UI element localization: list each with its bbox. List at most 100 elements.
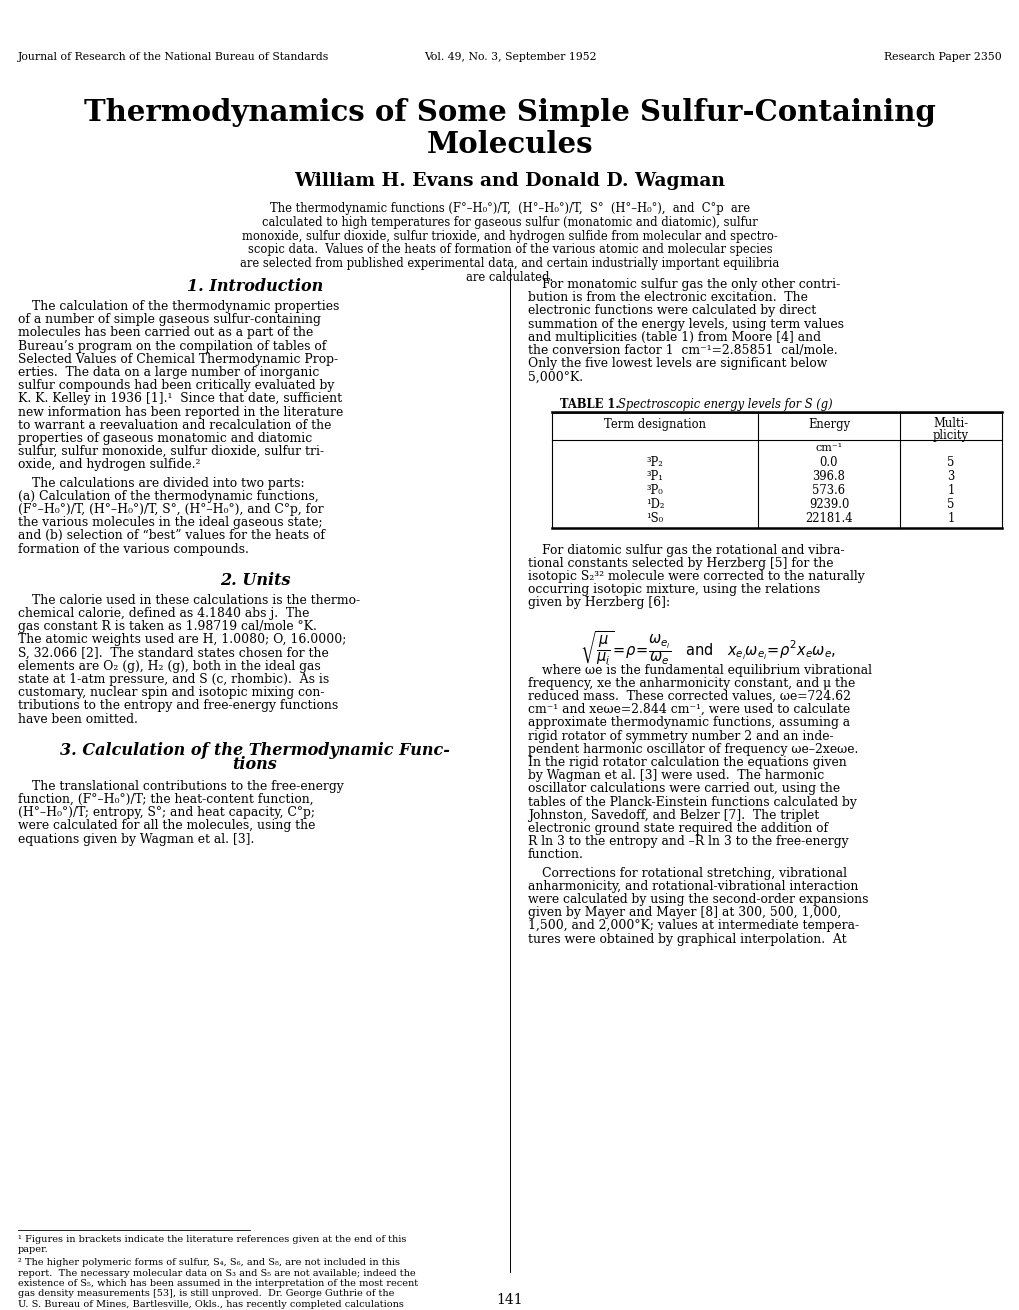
Text: function.: function. — [528, 849, 583, 862]
Text: bution is from the electronic excitation.  The: bution is from the electronic excitation… — [528, 291, 807, 304]
Text: Only the five lowest levels are significant below: Only the five lowest levels are signific… — [528, 358, 826, 371]
Text: occurring isotopic mixture, using the relations: occurring isotopic mixture, using the re… — [528, 583, 819, 596]
Text: William H. Evans and Donald D. Wagman: William H. Evans and Donald D. Wagman — [294, 172, 725, 190]
Text: cm⁻¹: cm⁻¹ — [814, 443, 842, 452]
Text: erties.  The data on a large number of inorganic: erties. The data on a large number of in… — [18, 365, 319, 379]
Text: plicity: plicity — [932, 428, 968, 441]
Text: tributions to the entropy and free-energy functions: tributions to the entropy and free-energ… — [18, 700, 338, 713]
Text: ¹S₀: ¹S₀ — [646, 512, 663, 524]
Text: Multi-: Multi- — [932, 417, 968, 430]
Text: function, (F°–H₀°)/T; the heat-content function,: function, (F°–H₀°)/T; the heat-content f… — [18, 793, 313, 806]
Text: and multiplicities (table 1) from Moore [4] and: and multiplicities (table 1) from Moore … — [528, 331, 820, 343]
Text: anharmonicity, and rotational-vibrational interaction: anharmonicity, and rotational-vibrationa… — [528, 880, 858, 893]
Text: monoxide, sulfur dioxide, sulfur trioxide, and hydrogen sulfide from molecular a: monoxide, sulfur dioxide, sulfur trioxid… — [242, 229, 777, 242]
Text: report.  The necessary molecular data on S₃ and S₅ are not available; indeed the: report. The necessary molecular data on … — [18, 1268, 415, 1277]
Text: 1: 1 — [947, 512, 954, 524]
Text: 1. Introduction: 1. Introduction — [186, 278, 323, 295]
Text: cm⁻¹ and xeωe=2.844 cm⁻¹, were used to calculate: cm⁻¹ and xeωe=2.844 cm⁻¹, were used to c… — [528, 703, 849, 717]
Text: rigid rotator of symmetry number 2 and an inde-: rigid rotator of symmetry number 2 and a… — [528, 730, 833, 743]
Text: by Wagman et al. [3] were used.  The harmonic: by Wagman et al. [3] were used. The harm… — [528, 769, 823, 782]
Text: Spectroscopic energy levels for S (g): Spectroscopic energy levels for S (g) — [618, 398, 832, 410]
Text: The calorie used in these calculations is the thermo-: The calorie used in these calculations i… — [32, 593, 360, 607]
Text: the various molecules in the ideal gaseous state;: the various molecules in the ideal gaseo… — [18, 516, 322, 529]
Text: approximate thermodynamic functions, assuming a: approximate thermodynamic functions, ass… — [528, 717, 849, 730]
Text: where ωe is the fundamental equilibrium vibrational: where ωe is the fundamental equilibrium … — [541, 664, 871, 676]
Text: ¹D₂: ¹D₂ — [645, 498, 663, 511]
Text: oxide, and hydrogen sulfide.²: oxide, and hydrogen sulfide.² — [18, 458, 201, 472]
Text: gas density measurements [53], is still unproved.  Dr. George Guthrie of the: gas density measurements [53], is still … — [18, 1289, 394, 1298]
Text: electronic functions were calculated by direct: electronic functions were calculated by … — [528, 304, 815, 317]
Text: paper.: paper. — [18, 1246, 49, 1255]
Text: of a number of simple gaseous sulfur-containing: of a number of simple gaseous sulfur-con… — [18, 313, 321, 326]
Text: ¹ Figures in brackets indicate the literature references given at the end of thi: ¹ Figures in brackets indicate the liter… — [18, 1235, 406, 1244]
Text: properties of gaseous monatomic and diatomic: properties of gaseous monatomic and diat… — [18, 432, 312, 445]
Text: the conversion factor 1  cm⁻¹=2.85851  cal/mole.: the conversion factor 1 cm⁻¹=2.85851 cal… — [528, 345, 837, 358]
Text: tables of the Planck-Einstein functions calculated by: tables of the Planck-Einstein functions … — [528, 795, 856, 808]
Text: Vol. 49, No. 3, September 1952: Vol. 49, No. 3, September 1952 — [423, 52, 596, 62]
Text: tures were obtained by graphical interpolation.  At: tures were obtained by graphical interpo… — [528, 933, 846, 946]
Text: The translational contributions to the free-energy: The translational contributions to the f… — [32, 779, 343, 793]
Text: 5,000°K.: 5,000°K. — [528, 371, 583, 384]
Text: In the rigid rotator calculation the equations given: In the rigid rotator calculation the equ… — [528, 756, 846, 769]
Text: (H°–H₀°)/T; entropy, S°; and heat capacity, C°p;: (H°–H₀°)/T; entropy, S°; and heat capaci… — [18, 806, 315, 819]
Text: R ln 3 to the entropy and –R ln 3 to the free-energy: R ln 3 to the entropy and –R ln 3 to the… — [528, 836, 848, 848]
Text: calculated to high temperatures for gaseous sulfur (monatomic and diatomic), sul: calculated to high temperatures for gase… — [262, 216, 757, 229]
Text: For diatomic sulfur gas the rotational and vibra-: For diatomic sulfur gas the rotational a… — [541, 544, 844, 557]
Text: Energy: Energy — [807, 418, 849, 431]
Text: The atomic weights used are H, 1.0080; O, 16.0000;: The atomic weights used are H, 1.0080; O… — [18, 634, 346, 646]
Text: 1: 1 — [947, 483, 954, 496]
Text: 5: 5 — [947, 498, 954, 511]
Text: Journal of Research of the National Bureau of Standards: Journal of Research of the National Bure… — [18, 52, 329, 62]
Text: molecules has been carried out as a part of the: molecules has been carried out as a part… — [18, 326, 313, 339]
Text: (F°–H₀°)/T, (H°–H₀°)/T, S°, (H°–H₀°), and C°p, for: (F°–H₀°)/T, (H°–H₀°)/T, S°, (H°–H₀°), an… — [18, 503, 323, 516]
Text: 1,500, and 2,000°K; values at intermediate tempera-: 1,500, and 2,000°K; values at intermedia… — [528, 920, 858, 933]
Text: state at 1-atm pressure, and S (c, rhombic).  As is: state at 1-atm pressure, and S (c, rhomb… — [18, 673, 329, 686]
Text: Research Paper 2350: Research Paper 2350 — [883, 52, 1001, 62]
Text: 9239.0: 9239.0 — [808, 498, 849, 511]
Text: 141: 141 — [496, 1293, 523, 1307]
Text: K. K. Kelley in 1936 [1].¹  Since that date, sufficient: K. K. Kelley in 1936 [1].¹ Since that da… — [18, 393, 341, 405]
Text: For monatomic sulfur gas the only other contri-: For monatomic sulfur gas the only other … — [541, 278, 840, 291]
Text: given by Mayer and Mayer [8] at 300, 500, 1,000,: given by Mayer and Mayer [8] at 300, 500… — [528, 907, 841, 920]
Text: formation of the various compounds.: formation of the various compounds. — [18, 542, 249, 555]
Text: elements are O₂ (g), H₂ (g), both in the ideal gas: elements are O₂ (g), H₂ (g), both in the… — [18, 660, 320, 673]
Text: $\sqrt{\dfrac{\mu}{\mu_i}}\!=\!\rho\!=\!\dfrac{\omega_{e_i}}{\omega_e}$$\quad \m: $\sqrt{\dfrac{\mu}{\mu_i}}\!=\!\rho\!=\!… — [580, 630, 836, 667]
Text: 5: 5 — [947, 456, 954, 469]
Text: were calculated by using the second-order expansions: were calculated by using the second-orde… — [528, 893, 867, 907]
Text: Thermodynamics of Some Simple Sulfur-Containing: Thermodynamics of Some Simple Sulfur-Con… — [84, 98, 935, 127]
Text: chemical calorie, defined as 4.1840 abs j.  The: chemical calorie, defined as 4.1840 abs … — [18, 607, 309, 620]
Text: and (b) selection of “best” values for the heats of: and (b) selection of “best” values for t… — [18, 529, 325, 542]
Text: ³P₁: ³P₁ — [646, 469, 662, 482]
Text: given by Herzberg [6]:: given by Herzberg [6]: — [528, 596, 669, 609]
Text: TABLE 1.: TABLE 1. — [559, 398, 619, 410]
Text: (a) Calculation of the thermodynamic functions,: (a) Calculation of the thermodynamic fun… — [18, 490, 319, 503]
Text: new information has been reported in the literature: new information has been reported in the… — [18, 406, 343, 419]
Text: 0.0: 0.0 — [819, 456, 838, 469]
Text: gas constant R is taken as 1.98719 cal/mole °K.: gas constant R is taken as 1.98719 cal/m… — [18, 620, 317, 633]
Text: reduced mass.  These corrected values, ωe=724.62: reduced mass. These corrected values, ωe… — [528, 690, 850, 703]
Text: The calculation of the thermodynamic properties: The calculation of the thermodynamic pro… — [32, 300, 339, 313]
Text: Term designation: Term designation — [603, 418, 705, 431]
Text: 396.8: 396.8 — [812, 469, 845, 482]
Text: tional constants selected by Herzberg [5] for the: tional constants selected by Herzberg [5… — [528, 557, 833, 570]
Text: ³P₂: ³P₂ — [646, 456, 662, 469]
Text: were calculated for all the molecules, using the: were calculated for all the molecules, u… — [18, 819, 315, 832]
Text: isotopic S₂³² molecule were corrected to the naturally: isotopic S₂³² molecule were corrected to… — [528, 570, 864, 583]
Text: 573.6: 573.6 — [812, 483, 845, 496]
Text: Selected Values of Chemical Thermodynamic Prop-: Selected Values of Chemical Thermodynami… — [18, 352, 337, 365]
Text: ² The higher polymeric forms of sulfur, S₄, S₆, and S₈, are not included in this: ² The higher polymeric forms of sulfur, … — [18, 1258, 399, 1267]
Text: existence of S₅, which has been assumed in the interpretation of the most recent: existence of S₅, which has been assumed … — [18, 1279, 418, 1288]
Text: electronic ground state required the addition of: electronic ground state required the add… — [528, 821, 827, 834]
Text: summation of the energy levels, using term values: summation of the energy levels, using te… — [528, 317, 843, 330]
Text: sulfur compounds had been critically evaluated by: sulfur compounds had been critically eva… — [18, 379, 334, 392]
Text: frequency, xe the anharmonicity constant, and μ the: frequency, xe the anharmonicity constant… — [528, 677, 854, 690]
Text: ³P₀: ³P₀ — [646, 483, 662, 496]
Text: Bureau’s program on the compilation of tables of: Bureau’s program on the compilation of t… — [18, 339, 326, 352]
Text: Johnston, Savedoff, and Belzer [7].  The triplet: Johnston, Savedoff, and Belzer [7]. The … — [528, 808, 818, 821]
Text: are calculated.: are calculated. — [466, 271, 553, 284]
Text: sulfur, sulfur monoxide, sulfur dioxide, sulfur tri-: sulfur, sulfur monoxide, sulfur dioxide,… — [18, 445, 324, 458]
Text: The thermodynamic functions (F°–H₀°)/T,  (H°–H₀°)/T,  S°  (H°–H₀°),  and  C°p  a: The thermodynamic functions (F°–H₀°)/T, … — [270, 202, 749, 215]
Text: to warrant a reevaluation and recalculation of the: to warrant a reevaluation and recalculat… — [18, 419, 331, 432]
Text: 2. Units: 2. Units — [219, 571, 290, 588]
Text: pendent harmonic oscillator of frequency ωe–2xeωe.: pendent harmonic oscillator of frequency… — [528, 743, 858, 756]
